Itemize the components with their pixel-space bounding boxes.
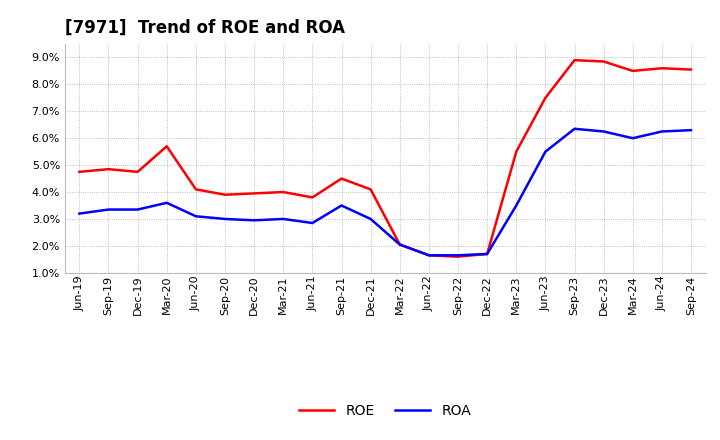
- ROA: [425, 253, 433, 258]
- ROA: [541, 149, 550, 154]
- ROA: [133, 207, 142, 212]
- ROA: [163, 200, 171, 205]
- Line: ROA: ROA: [79, 129, 691, 255]
- ROE: [104, 166, 113, 172]
- ROA: [366, 216, 375, 222]
- ROA: [104, 207, 113, 212]
- Legend: ROE, ROA: ROE, ROA: [294, 399, 477, 424]
- ROA: [337, 203, 346, 208]
- ROE: [599, 59, 608, 64]
- ROA: [220, 216, 229, 222]
- ROA: [250, 218, 258, 223]
- ROE: [192, 187, 200, 192]
- ROA: [512, 203, 521, 208]
- ROE: [395, 242, 404, 247]
- ROA: [395, 242, 404, 247]
- ROA: [629, 136, 637, 141]
- ROA: [570, 126, 579, 132]
- ROA: [75, 211, 84, 216]
- ROE: [366, 187, 375, 192]
- ROE: [75, 169, 84, 175]
- ROA: [687, 128, 696, 133]
- Text: [7971]  Trend of ROE and ROA: [7971] Trend of ROE and ROA: [65, 19, 345, 37]
- ROE: [629, 68, 637, 73]
- ROE: [483, 251, 492, 257]
- ROA: [483, 251, 492, 257]
- ROE: [687, 67, 696, 72]
- ROA: [599, 129, 608, 134]
- ROE: [512, 149, 521, 154]
- ROE: [279, 189, 287, 194]
- ROE: [425, 253, 433, 258]
- ROE: [163, 143, 171, 149]
- ROA: [454, 253, 462, 258]
- Line: ROE: ROE: [79, 60, 691, 257]
- ROE: [570, 58, 579, 63]
- ROE: [220, 192, 229, 198]
- ROA: [657, 129, 666, 134]
- ROE: [541, 95, 550, 100]
- ROE: [133, 169, 142, 175]
- ROA: [279, 216, 287, 222]
- ROA: [192, 214, 200, 219]
- ROE: [308, 195, 317, 200]
- ROE: [250, 191, 258, 196]
- ROE: [454, 254, 462, 259]
- ROE: [657, 66, 666, 71]
- ROA: [308, 220, 317, 226]
- ROE: [337, 176, 346, 181]
